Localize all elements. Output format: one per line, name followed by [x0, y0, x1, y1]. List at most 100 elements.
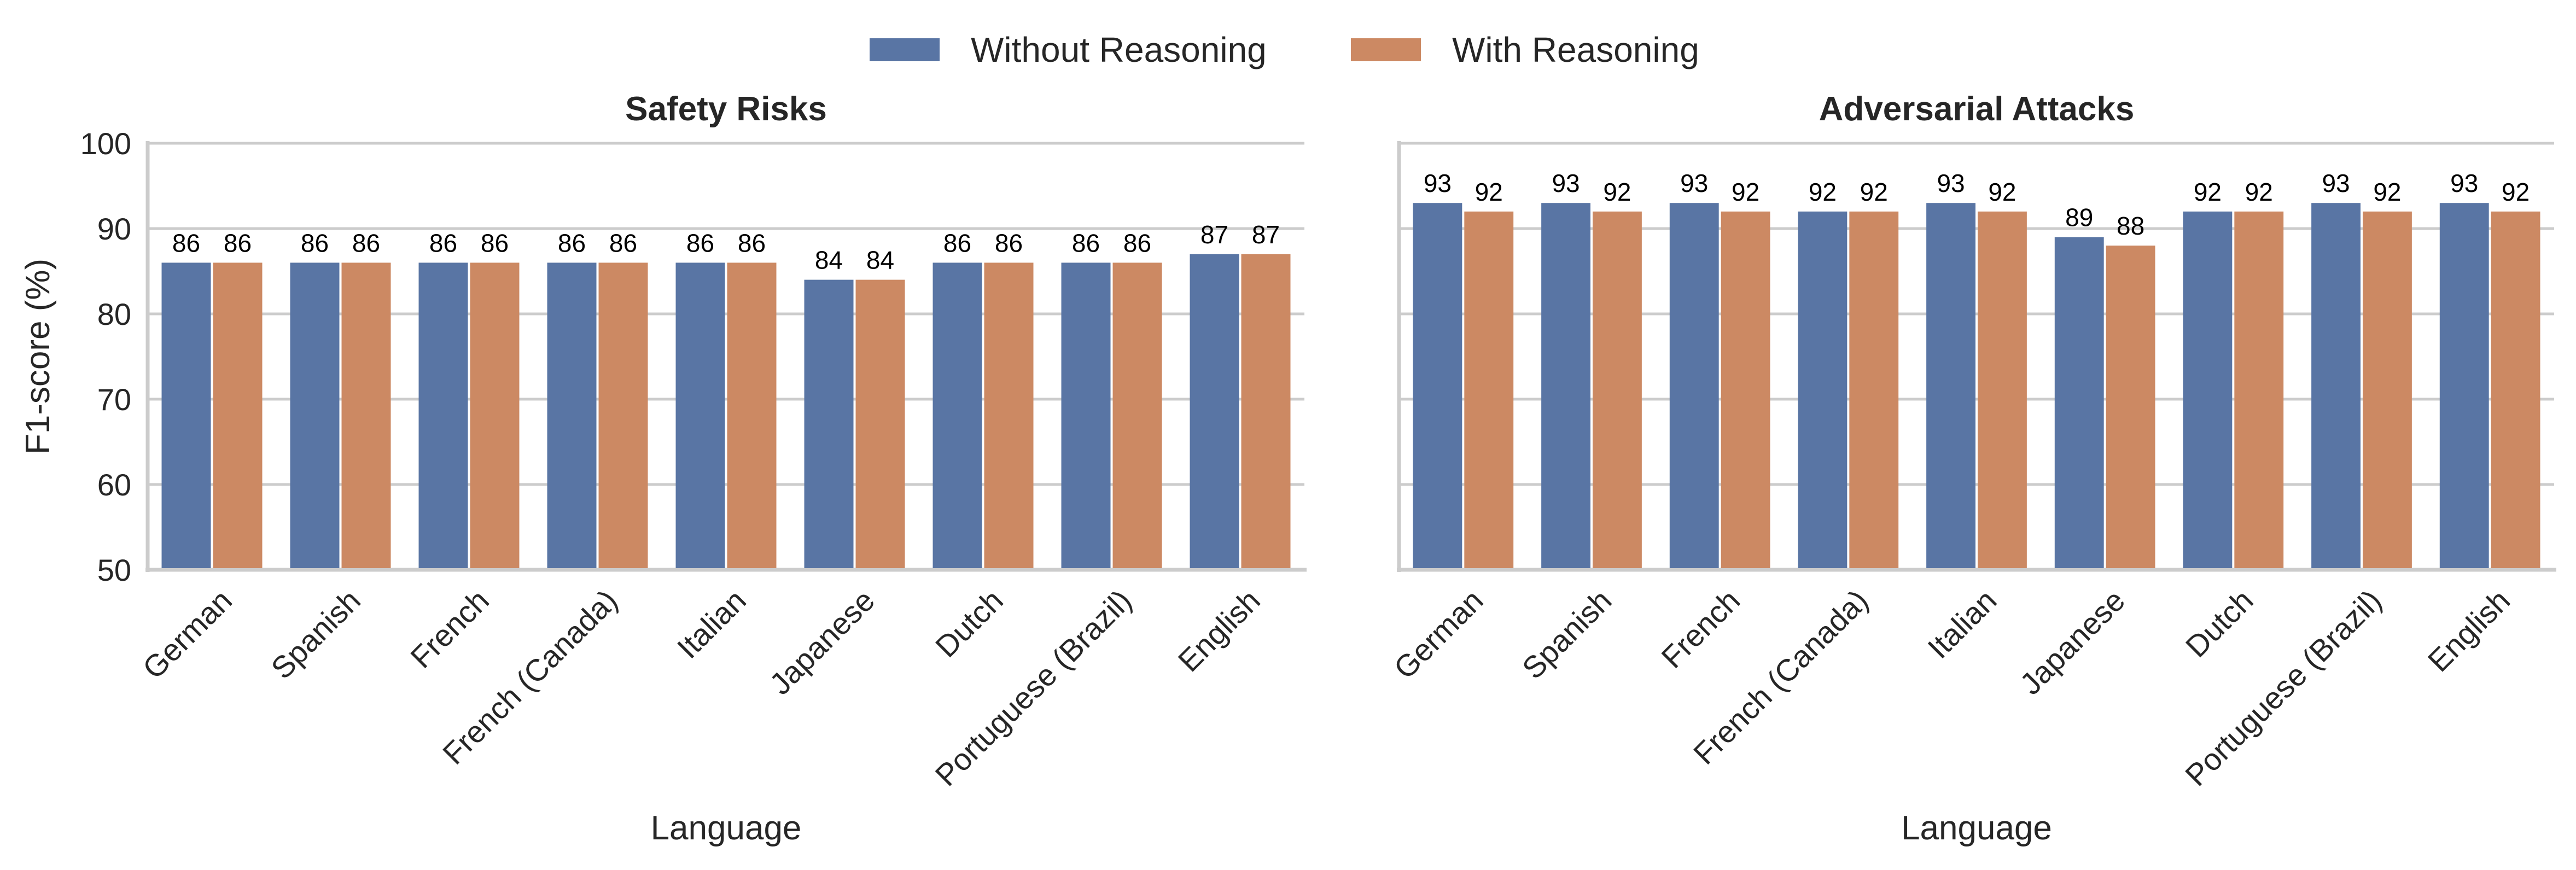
bar-with-reasoning	[1464, 211, 1514, 568]
bar-value-label: 86	[301, 229, 329, 257]
bar-with-reasoning	[1721, 211, 1770, 568]
bar-with-reasoning	[1978, 211, 2027, 568]
bar-without-reasoning	[2054, 237, 2104, 569]
panel-title: Safety Risks	[625, 90, 827, 128]
bar-with-reasoning	[855, 279, 905, 569]
x-tick-label: Italian	[1921, 583, 2003, 665]
x-axis-title: Language	[1901, 809, 2052, 847]
bar-with-reasoning	[341, 262, 391, 568]
bar-value-label: 86	[558, 229, 586, 257]
bar-value-label: 93	[2450, 169, 2478, 197]
bar-value-label: 92	[1475, 178, 1503, 206]
bar-value-label: 89	[2065, 203, 2093, 232]
bar-value-label: 92	[1809, 178, 1837, 206]
bar-with-reasoning	[1112, 262, 1162, 568]
bar-value-label: 88	[2117, 212, 2144, 240]
bar-value-label: 86	[943, 229, 971, 257]
bar-value-label: 86	[609, 229, 637, 257]
bar-without-reasoning	[2183, 211, 2233, 568]
bar-with-reasoning	[470, 262, 520, 568]
bar-with-reasoning	[727, 262, 777, 568]
bar-value-label: 93	[1424, 169, 1452, 197]
bar-with-reasoning	[598, 262, 648, 568]
bar-value-label: 86	[172, 229, 200, 257]
bar-without-reasoning	[418, 262, 468, 568]
bar-with-reasoning	[1849, 211, 1899, 568]
panel-safety-risks: 50 60 70 80 90 100 86 86 German 86 86 Spanish 86 86 Fr…	[80, 90, 1307, 847]
bar-with-reasoning	[984, 262, 1034, 568]
bar-value-label: 92	[2194, 178, 2222, 206]
bar-with-reasoning	[2491, 211, 2540, 568]
bar-with-reasoning	[213, 262, 263, 568]
x-tick-label: Italian	[671, 583, 753, 665]
legend: Without Reasoning With Reasoning	[870, 30, 1699, 69]
bar-without-reasoning	[1061, 262, 1111, 568]
x-axis-title: Language	[651, 809, 802, 847]
x-tick-label: French	[404, 583, 496, 675]
bar-value-label: 93	[2322, 169, 2350, 197]
x-tick-label: English	[1172, 583, 1267, 678]
bar-value-label: 92	[2373, 178, 2401, 206]
bar-value-label: 93	[1937, 169, 1965, 197]
x-tick-label: Dutch	[929, 583, 1010, 664]
bar-value-label: 86	[1072, 229, 1100, 257]
bar-value-label: 86	[995, 229, 1023, 257]
bar-value-label: 93	[1680, 169, 1708, 197]
bar-without-reasoning	[1190, 254, 1239, 568]
bar-value-label: 86	[429, 229, 457, 257]
legend-swatch-without-reasoning	[870, 38, 940, 61]
bar-without-reasoning	[161, 262, 211, 568]
bar-value-label: 86	[224, 229, 252, 257]
bar-without-reasoning	[2439, 203, 2489, 568]
panel-title: Adversarial Attacks	[1819, 90, 2135, 128]
bar-value-label: 86	[738, 229, 766, 257]
bar-value-label: 86	[686, 229, 714, 257]
x-tick-label: Dutch	[2179, 583, 2260, 664]
y-tick-label: 80	[97, 297, 131, 331]
y-axis-title: F1-score (%)	[19, 259, 57, 454]
bar-value-label: 84	[815, 246, 843, 275]
legend-swatch-with-reasoning	[1351, 38, 1421, 61]
bar-without-reasoning	[1541, 203, 1590, 568]
bar-without-reasoning	[1413, 203, 1462, 568]
x-tick-label: German	[1387, 583, 1490, 686]
bar-value-label: 86	[1123, 229, 1151, 257]
bar-without-reasoning	[547, 262, 597, 568]
bar-value-label: 92	[1988, 178, 2016, 206]
bar-value-label: 92	[1732, 178, 1759, 206]
bar-with-reasoning	[2234, 211, 2284, 568]
y-tick-label: 90	[97, 212, 131, 246]
bar-without-reasoning	[933, 262, 982, 568]
y-tick-label: 60	[97, 468, 131, 502]
bar-with-reasoning	[2106, 246, 2155, 568]
y-tick-label: 70	[97, 382, 131, 417]
x-tick-label: Japanese	[2013, 583, 2131, 701]
bar-value-label: 92	[2502, 178, 2530, 206]
bar-value-label: 86	[481, 229, 509, 257]
bar-without-reasoning	[1926, 203, 1975, 568]
bar-value-label: 92	[2245, 178, 2273, 206]
y-tick-label: 100	[80, 126, 131, 161]
bar-without-reasoning	[675, 262, 725, 568]
legend-label-with-reasoning: With Reasoning	[1452, 30, 1699, 69]
x-tick-label: English	[2421, 583, 2516, 678]
bar-value-label: 92	[1860, 178, 1888, 206]
bar-value-label: 92	[1603, 178, 1631, 206]
bar-without-reasoning	[1669, 203, 1719, 568]
y-tick-label: 50	[97, 553, 131, 587]
x-tick-label: Japanese	[763, 583, 881, 701]
x-tick-label: French	[1654, 583, 1746, 675]
x-tick-label: German	[136, 583, 238, 686]
bar-value-label: 84	[866, 246, 894, 275]
x-tick-label: Spanish	[1516, 583, 1618, 686]
bar-without-reasoning	[1798, 211, 1848, 568]
bar-without-reasoning	[290, 262, 340, 568]
x-tick-label: Spanish	[264, 583, 367, 686]
bar-value-label: 87	[1252, 220, 1280, 249]
bar-with-reasoning	[1593, 211, 1642, 568]
bar-value-label: 87	[1200, 220, 1228, 249]
bar-with-reasoning	[1241, 254, 1291, 568]
bar-value-label: 93	[1552, 169, 1580, 197]
